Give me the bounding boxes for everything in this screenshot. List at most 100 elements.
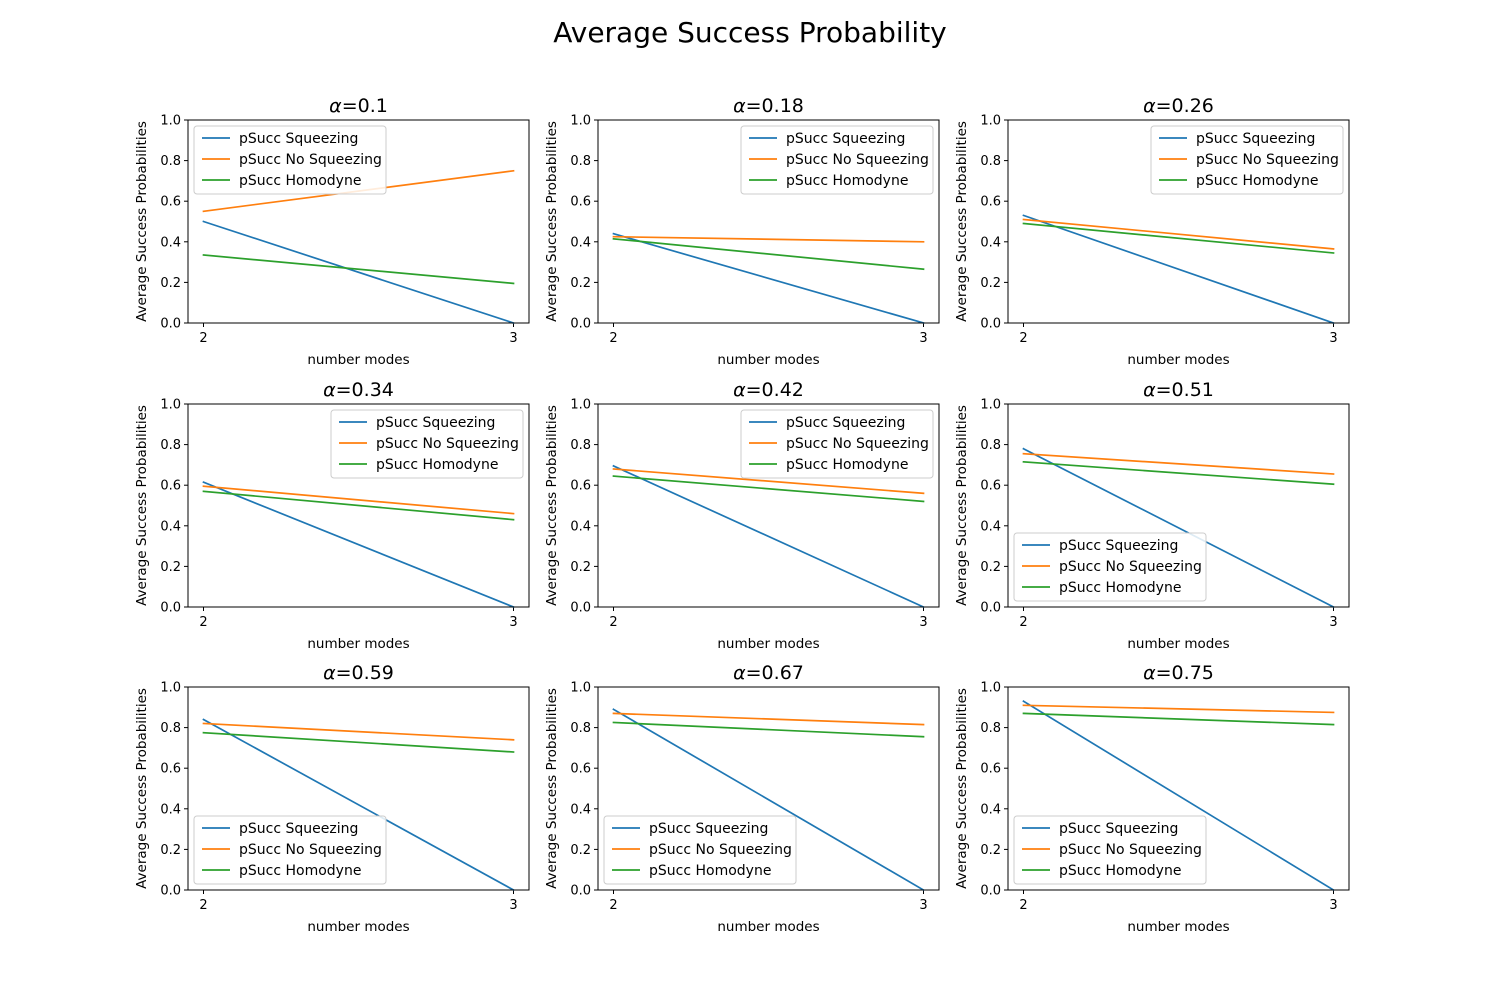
legend-box bbox=[193, 125, 387, 195]
x-tick-label: 3 bbox=[919, 615, 927, 630]
figure-title: Average Success Probability bbox=[553, 16, 947, 49]
legend-label: pSucc No Squeezing bbox=[239, 842, 382, 858]
series-line-homodyne bbox=[612, 721, 925, 738]
y-tick-label: 0.8 bbox=[980, 154, 1001, 169]
alpha-value: =0.51 bbox=[1156, 379, 1214, 401]
axes-frame bbox=[597, 403, 940, 608]
x-tick-label: 3 bbox=[509, 898, 517, 913]
axes-frame bbox=[597, 686, 940, 891]
legend-label: pSucc Homodyne bbox=[786, 173, 908, 189]
series-line-no-squeezing bbox=[202, 722, 515, 741]
x-tick-label: 3 bbox=[919, 331, 927, 346]
series-line-homodyne bbox=[202, 731, 515, 753]
y-tick-label: 0.0 bbox=[570, 601, 591, 616]
legend-box bbox=[740, 409, 934, 479]
legend: pSucc Squeezing pSucc No Squeezing pSucc H… bbox=[193, 815, 387, 885]
y-tick-label: 0.6 bbox=[570, 762, 591, 777]
legend-label: pSucc Squeezing bbox=[1196, 131, 1315, 147]
axes-frame bbox=[187, 403, 530, 608]
series-line-homodyne bbox=[1022, 460, 1335, 486]
series-line-homodyne bbox=[1022, 222, 1335, 254]
subplot-1: α=0.1 0.0 0.2 0.4 0.6 0.8 1.0 2 3 number modes Ave… bbox=[134, 95, 530, 368]
axes-frame bbox=[187, 119, 530, 324]
y-tick-label: 0.2 bbox=[160, 843, 181, 858]
x-tick-label: 2 bbox=[199, 615, 207, 630]
alpha-symbol: α bbox=[323, 379, 336, 401]
x-tick-label: 2 bbox=[199, 331, 207, 346]
legend-label: pSucc Squeezing bbox=[376, 415, 495, 431]
legend-box bbox=[740, 125, 934, 195]
x-tick-label: 3 bbox=[919, 898, 927, 913]
y-tick-label: 0.2 bbox=[160, 276, 181, 291]
legend-label: pSucc Squeezing bbox=[786, 415, 905, 431]
x-tick-label: 2 bbox=[609, 898, 617, 913]
y-tick-label: 0.4 bbox=[570, 802, 591, 817]
x-tick-label: 2 bbox=[1019, 615, 1027, 630]
axes-frame bbox=[1007, 119, 1350, 324]
y-tick-label: 0.6 bbox=[160, 479, 181, 494]
legend: pSucc Squeezing pSucc No Squeezing pSucc H… bbox=[603, 815, 797, 885]
legend-label: pSucc No Squeezing bbox=[1059, 842, 1202, 858]
series-line-no-squeezing bbox=[612, 468, 925, 495]
y-axis-label: Average Success Probabilities bbox=[134, 405, 150, 606]
y-tick-label: 1.0 bbox=[160, 114, 181, 129]
y-tick-label: 0.6 bbox=[160, 762, 181, 777]
legend-label: pSucc Squeezing bbox=[1059, 538, 1178, 554]
axes-frame bbox=[1007, 686, 1350, 891]
y-axis-label: Average Success Probabilities bbox=[544, 121, 560, 322]
y-tick-label: 0.8 bbox=[570, 438, 591, 453]
legend: pSucc Squeezing pSucc No Squeezing pSucc H… bbox=[1013, 532, 1207, 602]
y-tick-label: 1.0 bbox=[570, 398, 591, 413]
y-axis-label: Average Success Probabilities bbox=[544, 688, 560, 889]
series-line-homodyne bbox=[612, 237, 925, 271]
alpha-value: =0.1 bbox=[342, 95, 388, 117]
legend-box bbox=[1013, 532, 1207, 602]
series-line-no-squeezing bbox=[202, 485, 515, 515]
alpha-value: =0.18 bbox=[746, 95, 804, 117]
subplot-title: α=0.34 bbox=[323, 379, 394, 401]
x-axis-label: number modes bbox=[717, 919, 819, 935]
alpha-value: =0.75 bbox=[1156, 662, 1214, 684]
legend-label: pSucc Homodyne bbox=[1059, 580, 1181, 596]
legend-label: pSucc No Squeezing bbox=[1059, 559, 1202, 575]
legend: pSucc Squeezing pSucc No Squeezing pSucc H… bbox=[330, 409, 524, 479]
legend-label: pSucc No Squeezing bbox=[239, 152, 382, 168]
y-tick-label: 0.2 bbox=[980, 843, 1001, 858]
y-tick-label: 0.8 bbox=[160, 721, 181, 736]
y-tick-label: 0.2 bbox=[160, 560, 181, 575]
series-line-squeezing bbox=[1022, 214, 1335, 325]
series-line-homodyne bbox=[612, 475, 925, 503]
series-line-squeezing bbox=[202, 481, 515, 609]
y-tick-label: 0.0 bbox=[160, 317, 181, 332]
series-line-no-squeezing bbox=[1022, 218, 1335, 250]
alpha-value: =0.67 bbox=[746, 662, 804, 684]
series-line-no-squeezing bbox=[1022, 704, 1335, 714]
y-tick-label: 0.2 bbox=[980, 560, 1001, 575]
series-line-squeezing bbox=[612, 708, 925, 892]
y-tick-label: 0.8 bbox=[160, 154, 181, 169]
subplot-5: α=0.42 0.0 0.2 0.4 0.6 0.8 1.0 2 3 number modes Av… bbox=[544, 379, 940, 652]
y-tick-label: 0.6 bbox=[980, 762, 1001, 777]
alpha-symbol: α bbox=[733, 662, 746, 684]
alpha-symbol: α bbox=[323, 662, 336, 684]
x-tick-label: 2 bbox=[1019, 331, 1027, 346]
legend-label: pSucc No Squeezing bbox=[786, 152, 929, 168]
legend-label: pSucc No Squeezing bbox=[786, 436, 929, 452]
y-tick-label: 0.4 bbox=[160, 519, 181, 534]
series-line-squeezing bbox=[1022, 447, 1335, 609]
x-tick-label: 2 bbox=[1019, 898, 1027, 913]
x-tick-label: 2 bbox=[199, 898, 207, 913]
y-tick-label: 0.6 bbox=[570, 479, 591, 494]
series-line-squeezing bbox=[202, 220, 515, 325]
x-axis-label: number modes bbox=[1127, 919, 1229, 935]
alpha-symbol: α bbox=[733, 95, 746, 117]
y-tick-label: 0.0 bbox=[160, 884, 181, 899]
y-tick-label: 1.0 bbox=[980, 114, 1001, 129]
y-axis-label: Average Success Probabilities bbox=[544, 405, 560, 606]
alpha-value: =0.59 bbox=[336, 662, 394, 684]
y-axis-label: Average Success Probabilities bbox=[954, 405, 970, 606]
legend-label: pSucc No Squeezing bbox=[1196, 152, 1339, 168]
legend-label: pSucc Squeezing bbox=[239, 131, 358, 147]
y-tick-label: 1.0 bbox=[570, 114, 591, 129]
